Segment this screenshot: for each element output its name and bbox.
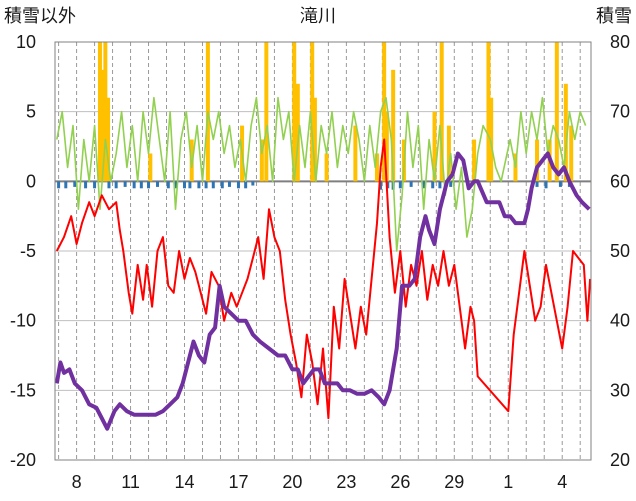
sunshine-bar	[93, 181, 97, 189]
sunshine-bar	[449, 181, 453, 187]
snowfall-bar	[432, 111, 437, 182]
left-tick-label: 0	[26, 171, 36, 191]
sunshine-bar	[174, 181, 178, 189]
snowfall-bar	[374, 153, 379, 182]
x-tick-label: 4	[557, 472, 567, 492]
snowfall-bar	[312, 97, 317, 182]
sunshine-bar	[244, 181, 248, 189]
right-tick-label: 30	[610, 380, 630, 400]
sunshine-bar	[220, 181, 224, 189]
sunshine-bar	[379, 181, 383, 190]
sunshine-bar	[57, 181, 61, 189]
snowfall-bar	[259, 139, 264, 182]
sunshine-bar	[166, 181, 170, 189]
sunshine-bar	[139, 181, 143, 189]
sunshine-bar	[236, 181, 240, 189]
plot-frame	[54, 41, 592, 461]
left-axis-title: 積雪以外	[4, 6, 76, 26]
sunshine-bar	[204, 181, 208, 189]
sunshine-bar	[386, 181, 390, 189]
snowfall-bar	[324, 153, 329, 182]
sunshine-bar	[132, 181, 136, 189]
snowfall-bar	[535, 139, 540, 182]
sunshine-bar	[535, 181, 539, 187]
sunshine-bar	[544, 181, 548, 189]
x-tick-label: 14	[174, 472, 194, 492]
sunshine-bar	[107, 181, 111, 189]
snowfall-bar	[100, 69, 105, 182]
snowfall-bar	[472, 139, 477, 182]
snowfall-bar	[292, 42, 297, 182]
snowfall-bar	[563, 83, 568, 182]
x-tick-label: 1	[503, 472, 513, 492]
left-tick-label: -5	[20, 241, 36, 261]
grid-layer	[55, 41, 591, 461]
sunshine-bar	[188, 181, 192, 189]
snowfall-bar	[391, 69, 396, 182]
x-tick-label: 26	[390, 472, 410, 492]
sunshine-bar	[398, 181, 402, 189]
snowfall-bar	[353, 125, 358, 182]
sunshine-bar	[123, 181, 127, 187]
right-tick-label: 20	[610, 450, 630, 470]
snowfall-bar	[103, 42, 108, 182]
snow_depth-line	[54, 151, 591, 431]
x-tick-label: 23	[336, 472, 356, 492]
sunshine-bar	[183, 181, 187, 189]
snowfall-bar	[106, 97, 111, 182]
snowfall-bar	[264, 42, 269, 182]
snowfall-bar	[97, 42, 102, 182]
sunshine-bar	[147, 181, 151, 189]
sunshine-bar	[438, 181, 442, 189]
sunshine-bar	[422, 181, 426, 189]
snowfall-bar	[489, 97, 494, 182]
sunshine-bar	[64, 181, 68, 189]
right-tick-label: 40	[610, 311, 630, 331]
sunshine-bar	[431, 181, 435, 189]
sunshine-bar	[251, 181, 255, 186]
wind_speed-line	[56, 96, 587, 252]
right-tick-label: 70	[610, 102, 630, 122]
sunshine-bar	[114, 181, 118, 189]
right-tick-label: 80	[610, 32, 630, 52]
sunshine-bar	[156, 181, 160, 187]
x-tick-label: 20	[282, 472, 302, 492]
snowfall-bar	[569, 125, 574, 182]
snowfall-bar	[439, 42, 444, 182]
sunshine-bar	[211, 181, 215, 189]
snowfall-bar	[486, 42, 491, 182]
x-tick-label: 11	[121, 472, 140, 492]
sunshine-bar	[84, 181, 88, 189]
sunshine-bar	[197, 181, 201, 189]
x-tick-label: 29	[444, 472, 464, 492]
snowfall-bar	[310, 42, 315, 182]
sunshine-bar	[227, 181, 231, 187]
left-tick-label: -10	[10, 311, 36, 331]
left-tick-label: 5	[26, 102, 36, 122]
snowfall-bar	[382, 42, 387, 182]
lines-layer	[54, 96, 592, 431]
snowfall-bar	[446, 125, 451, 182]
right-tick-label: 60	[610, 171, 630, 191]
left-tick-label: -20	[10, 450, 36, 470]
x-tick-label: 17	[228, 472, 248, 492]
right-axis-title: 積雪	[596, 6, 632, 26]
chart-title: 滝川	[300, 6, 336, 26]
right-tick-label: 50	[610, 241, 630, 261]
sunshine-bar	[73, 181, 77, 187]
left-tick-label: 10	[16, 32, 36, 52]
snowfall-bar	[554, 42, 559, 182]
snowfall-bar	[384, 111, 389, 182]
sunshine-bar	[409, 181, 413, 187]
snowfall-bar	[148, 153, 153, 182]
sunshine-bar	[558, 181, 562, 187]
x-tick-label: 8	[72, 472, 82, 492]
snowfall-bar	[295, 83, 300, 182]
left-tick-label: -15	[10, 380, 36, 400]
